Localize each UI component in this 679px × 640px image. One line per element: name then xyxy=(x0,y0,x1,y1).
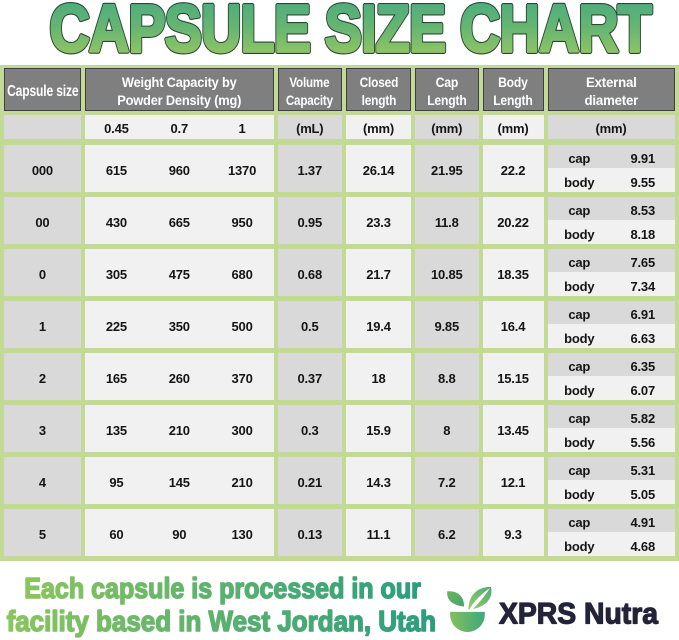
svg-text:Each capsule is processed in o: Each capsule is processed in our xyxy=(24,573,421,605)
svg-text:XPRS Nutra: XPRS Nutra xyxy=(499,597,658,630)
svg-text:CAPSULE SIZE CHART: CAPSULE SIZE CHART xyxy=(50,0,652,64)
svg-text:facility based in West Jordan,: facility based in West Jordan, Utah xyxy=(7,606,436,638)
svg-text:CAPSULE SIZE CHART: CAPSULE SIZE CHART xyxy=(50,0,652,64)
